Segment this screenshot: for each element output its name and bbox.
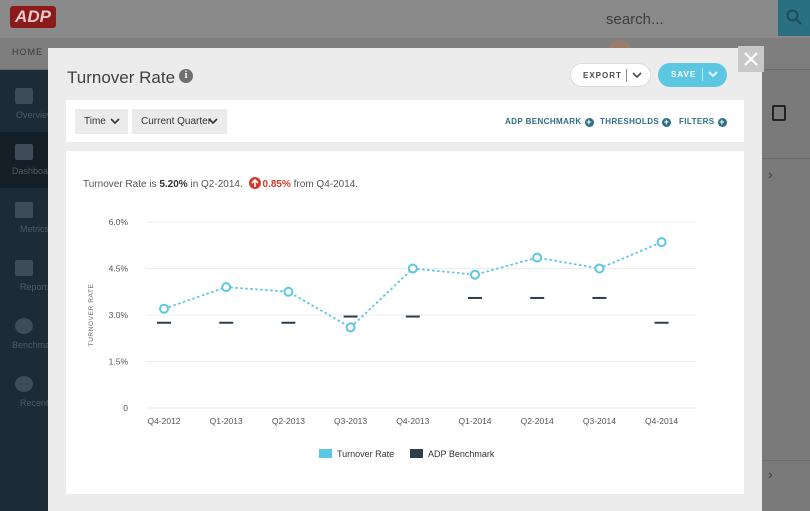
- x-tick-label: Q4-2014: [645, 416, 678, 426]
- sidebar-item-reports[interactable]: Reports: [0, 248, 52, 304]
- sidebar-item-benchmark[interactable]: Benchmark: [0, 306, 58, 362]
- arrow-up-icon: [248, 177, 261, 189]
- plus-icon: +: [662, 117, 672, 127]
- x-tick-label: Q4-2013: [396, 416, 429, 426]
- info-icon[interactable]: i: [179, 69, 193, 83]
- sidebar-item-label: Reports: [20, 282, 52, 292]
- summary-prefix: Turnover Rate is: [83, 179, 160, 190]
- divider: [702, 68, 703, 81]
- filter-toolbar: Time Current Quarter ADP BENCHMARK + THRE…: [66, 100, 744, 142]
- divider: [762, 460, 810, 461]
- search-button[interactable]: [778, 0, 810, 36]
- thresholds-label: THRESHOLDS: [600, 117, 660, 126]
- turnover-point: [159, 303, 169, 314]
- divider: [762, 158, 810, 159]
- sidebar-item-recent[interactable]: Recent: [0, 364, 49, 420]
- sidebar-item-label: Benchmark: [12, 340, 58, 350]
- thresholds-link[interactable]: THRESHOLDS +: [600, 117, 672, 127]
- summary-suffix: from Q4-2014.: [290, 179, 359, 190]
- sidebar-item-label: Dashboard: [12, 166, 57, 176]
- turnover-point: [345, 322, 356, 333]
- filters-link[interactable]: FILTERS +: [679, 117, 727, 127]
- document-icon: [15, 260, 33, 276]
- time-dropdown[interactable]: Time: [75, 109, 128, 134]
- chevron-right-icon[interactable]: ›: [768, 466, 773, 482]
- modal-title: Turnover Rate: [67, 68, 176, 87]
- adp-benchmark-link[interactable]: ADP BENCHMARK +: [505, 117, 594, 127]
- y-tick-label: 0: [123, 403, 128, 413]
- sidebar-item-label: Recent: [20, 398, 49, 408]
- sidebar-item-dashboard[interactable]: Dashboard: [0, 132, 56, 188]
- turnover-point: [283, 286, 294, 297]
- period-dropdown-label: Current Quarter: [141, 116, 212, 127]
- adp-logo[interactable]: ADP: [10, 6, 56, 28]
- export-button[interactable]: EXPORT: [570, 63, 651, 87]
- close-icon: [744, 52, 758, 66]
- summary-change: 0.85%: [262, 179, 291, 190]
- turnover-point: [532, 252, 543, 263]
- chevron-down-icon[interactable]: [708, 70, 718, 78]
- y-tick-label: 4.5%: [109, 264, 129, 274]
- plus-icon: +: [717, 117, 727, 127]
- bar-chart-icon: [15, 202, 33, 218]
- y-tick-label: 3.0%: [109, 310, 129, 320]
- x-tick-label: Q1-2013: [210, 416, 243, 426]
- turnover-point: [656, 237, 667, 248]
- x-tick-label: Q2-2013: [272, 416, 305, 426]
- sidebar-item-label: Metrics: [20, 224, 49, 234]
- summary-middle: in Q2-2014.: [187, 179, 243, 190]
- legend-turnover: Turnover Rate: [319, 449, 394, 459]
- clock-icon: [15, 376, 33, 392]
- export-label: EXPORT: [583, 71, 622, 80]
- save-label: SAVE: [671, 70, 697, 79]
- legend-label: ADP Benchmark: [428, 449, 495, 459]
- y-tick-label: 1.5%: [109, 357, 129, 367]
- chevron-down-icon[interactable]: [632, 71, 642, 79]
- save-button[interactable]: SAVE: [658, 63, 727, 87]
- legend-benchmark: ADP Benchmark: [410, 449, 494, 459]
- right-column: [762, 70, 810, 511]
- legend-swatch: [319, 449, 332, 458]
- chevron-down-icon: [110, 118, 120, 125]
- x-tick-label: Q3-2013: [334, 416, 367, 426]
- divider: [626, 69, 627, 82]
- filters-label: FILTERS: [679, 117, 715, 126]
- x-tick-label: Q1-2014: [458, 416, 491, 426]
- turnover-point: [407, 263, 418, 274]
- dashboard-icon: [15, 144, 33, 160]
- chevron-down-icon: [208, 118, 218, 125]
- close-button[interactable]: [738, 46, 764, 72]
- plus-icon: +: [584, 117, 594, 127]
- time-dropdown-label: Time: [84, 116, 106, 127]
- x-tick-label: Q3-2014: [583, 416, 616, 426]
- sidebar-item-overview[interactable]: Overview: [0, 76, 54, 132]
- search-icon: [786, 9, 802, 25]
- period-dropdown[interactable]: Current Quarter: [132, 109, 227, 134]
- sidebar: Overview Dashboard Metrics Reports Bench…: [0, 70, 58, 511]
- turnover-modal: Turnover Rate i EXPORT SAVE Time Current…: [48, 48, 762, 511]
- x-tick-label: Q2-2014: [521, 416, 554, 426]
- y-axis-label: TURNOVER RATE: [88, 283, 95, 346]
- x-tick-label: Q4-2012: [147, 416, 180, 426]
- turnover-point: [470, 269, 480, 280]
- benchmark-icon: [15, 318, 33, 334]
- search-input[interactable]: search...: [606, 11, 664, 28]
- turnover-chart: 6.0% 4.5% 3.0% 1.5% 0 TURNOVER RATE Q4-2012 Q1-…: [88, 217, 696, 426]
- home-link[interactable]: HOME: [12, 47, 43, 57]
- adp-benchmark-label: ADP BENCHMARK: [505, 117, 582, 126]
- legend-swatch: [410, 449, 423, 458]
- summary-text: Turnover Rate is 5.20% in Q2-2014. 0.85%…: [83, 177, 358, 190]
- summary-value: 5.20%: [159, 179, 188, 190]
- legend-label: Turnover Rate: [337, 449, 395, 459]
- turnover-point: [594, 263, 605, 274]
- chart-panel: Turnover Rate is 5.20% in Q2-2014. 0.85%…: [66, 151, 744, 494]
- sidebar-item-metrics[interactable]: Metrics: [0, 190, 49, 246]
- turnover-point: [221, 282, 232, 293]
- top-bar: ADP search...: [0, 0, 810, 38]
- chevron-right-icon[interactable]: ›: [768, 166, 773, 182]
- y-tick-label: 6.0%: [109, 217, 129, 227]
- home-icon: [15, 88, 33, 104]
- copy-icon[interactable]: [772, 105, 786, 121]
- sidebar-item-label: Overview: [16, 110, 54, 120]
